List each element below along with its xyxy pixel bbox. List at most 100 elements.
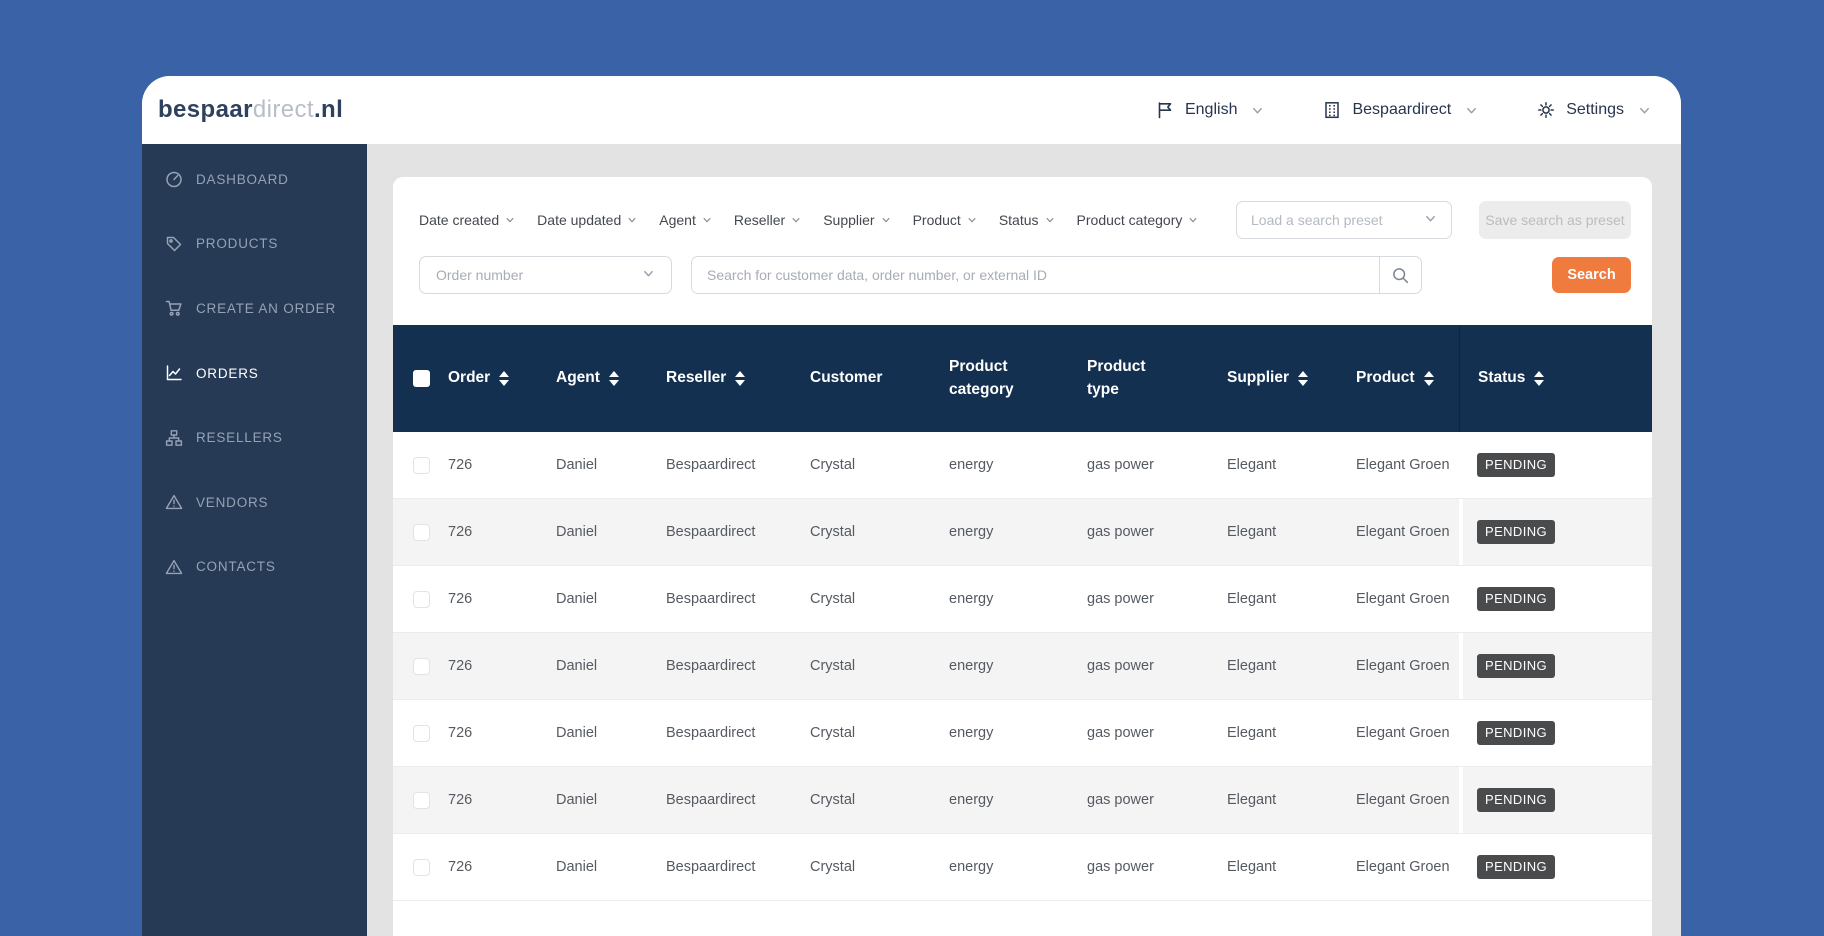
sidebar-item[interactable]: PRODUCTS	[142, 212, 367, 277]
status-cell: PENDING	[1459, 834, 1652, 900]
chevron-down-icon	[881, 215, 891, 225]
filter-chip[interactable]: Product	[913, 212, 977, 228]
filter-chip[interactable]: Date created	[419, 212, 515, 228]
sort-icon[interactable]	[735, 371, 746, 386]
product-category-cell: energy	[949, 457, 994, 473]
search-row: Order number Search	[419, 256, 1631, 294]
table-row[interactable]: 726 Daniel Bespaardirect Crystal energy …	[393, 700, 1652, 767]
row-checkbox[interactable]	[413, 791, 430, 809]
status-badge: PENDING	[1477, 721, 1556, 745]
top-bar: bespaardirect.nl English Bespaardirect S…	[142, 76, 1681, 144]
main-content: Date created Date updated Agent	[367, 144, 1681, 936]
column-header-label: Product	[1356, 369, 1415, 387]
chevron-down-icon	[1251, 104, 1264, 117]
chevron-down-icon	[702, 215, 712, 225]
row-select-cell	[393, 657, 448, 675]
product-category-cell: energy	[949, 725, 994, 741]
column-header[interactable]: Product	[1356, 367, 1477, 389]
sidebar-item-label: ORDERS	[196, 365, 259, 381]
product-type-cell: gas power	[1087, 658, 1154, 674]
search-icon[interactable]	[1379, 257, 1421, 293]
product-cell: Elegant Groen	[1356, 591, 1450, 607]
sidebar-item[interactable]: CONTACTS	[142, 535, 367, 600]
agent-cell: Daniel	[556, 859, 598, 875]
status-badge: PENDING	[1477, 453, 1556, 477]
customer-cell: Crystal	[810, 524, 856, 540]
product-category-cell: energy	[949, 658, 994, 674]
filter-chip[interactable]: Status	[999, 212, 1055, 228]
status-column-header[interactable]: Status	[1459, 325, 1652, 432]
row-checkbox[interactable]	[413, 657, 430, 675]
settings-label: Settings	[1566, 101, 1624, 118]
column-header[interactable]: Customer	[810, 367, 949, 389]
column-header[interactable]: Supplier	[1227, 367, 1356, 389]
sidebar-item[interactable]: VENDORS	[142, 470, 367, 535]
table-body: 726 Daniel Bespaardirect Crystal energy …	[393, 432, 1652, 901]
sidebar-item[interactable]: CREATE AN ORDER	[142, 276, 367, 341]
agent-cell: Daniel	[556, 792, 598, 808]
search-button[interactable]: Search	[1552, 257, 1631, 293]
status-cell: PENDING	[1459, 432, 1652, 498]
filter-chip-label: Date created	[419, 212, 500, 228]
agent-cell: Daniel	[556, 658, 598, 674]
table-row[interactable]: 726 Daniel Bespaardirect Crystal energy …	[393, 432, 1652, 499]
sort-icon[interactable]	[608, 371, 619, 386]
column-header-label: Reseller	[666, 369, 727, 387]
orders-panel: Date created Date updated Agent	[393, 177, 1652, 936]
alert-icon	[165, 493, 183, 511]
order-cell: 726	[448, 658, 473, 674]
agent-cell: Daniel	[556, 725, 598, 741]
column-header-label: Order	[448, 369, 491, 387]
filter-chip[interactable]: Supplier	[823, 212, 890, 228]
filter-chip[interactable]: Agent	[659, 212, 712, 228]
table-row[interactable]: 726 Daniel Bespaardirect Crystal energy …	[393, 834, 1652, 901]
sort-icon[interactable]	[1298, 371, 1309, 386]
row-select-cell	[393, 791, 448, 809]
reseller-cell: Bespaardirect	[666, 792, 756, 808]
sidebar-item-label: CONTACTS	[196, 559, 276, 575]
sort-icon[interactable]	[499, 371, 510, 386]
sort-icon[interactable]	[1423, 371, 1434, 386]
table-row[interactable]: 726 Daniel Bespaardirect Crystal energy …	[393, 633, 1652, 700]
sidebar-item[interactable]: RESELLERS	[142, 405, 367, 470]
language-selector[interactable]: English	[1155, 100, 1264, 120]
search-input[interactable]	[692, 257, 1379, 293]
column-header[interactable]: Product category	[949, 356, 1087, 401]
row-checkbox[interactable]	[413, 724, 430, 742]
customer-cell: Crystal	[810, 591, 856, 607]
column-header[interactable]: Agent	[556, 367, 666, 389]
settings-menu[interactable]: Settings	[1536, 100, 1651, 120]
product-category-cell: energy	[949, 591, 994, 607]
table-row[interactable]: 726 Daniel Bespaardirect Crystal energy …	[393, 499, 1652, 566]
column-header[interactable]: Product type	[1087, 356, 1227, 401]
sidebar-nav: DASHBOARD PRODUCTS CREATE AN ORDER ORDER…	[142, 144, 367, 936]
sidebar-item-label: VENDORS	[196, 494, 269, 510]
load-preset-select[interactable]: Load a search preset	[1236, 201, 1452, 239]
filter-chip[interactable]: Product category	[1077, 212, 1199, 228]
row-checkbox[interactable]	[413, 456, 430, 474]
alert-icon	[165, 558, 183, 576]
sidebar-item[interactable]: ORDERS	[142, 341, 367, 406]
filter-chip[interactable]: Date updated	[537, 212, 637, 228]
sidebar-item[interactable]: DASHBOARD	[142, 147, 367, 212]
chevron-down-icon	[627, 215, 637, 225]
organization-selector[interactable]: Bespaardirect	[1322, 100, 1478, 120]
table-row[interactable]: 726 Daniel Bespaardirect Crystal energy …	[393, 566, 1652, 633]
column-header[interactable]: Order	[448, 367, 556, 389]
status-cell: PENDING	[1459, 499, 1652, 565]
customer-cell: Crystal	[810, 658, 856, 674]
sort-icon[interactable]	[1534, 371, 1545, 386]
column-header[interactable]: Reseller	[666, 367, 810, 389]
search-field-select[interactable]: Order number	[419, 256, 672, 294]
order-cell: 726	[448, 792, 473, 808]
select-all-checkbox[interactable]	[413, 370, 430, 387]
supplier-cell: Elegant	[1227, 658, 1277, 674]
row-checkbox[interactable]	[413, 858, 430, 876]
table-row[interactable]: 726 Daniel Bespaardirect Crystal energy …	[393, 767, 1652, 834]
filter-chip-label: Status	[998, 212, 1039, 228]
save-preset-button[interactable]: Save search as preset	[1479, 201, 1631, 239]
row-checkbox[interactable]	[413, 523, 430, 541]
filter-chip[interactable]: Reseller	[734, 212, 801, 228]
row-checkbox[interactable]	[413, 590, 430, 608]
products-icon	[165, 235, 183, 253]
